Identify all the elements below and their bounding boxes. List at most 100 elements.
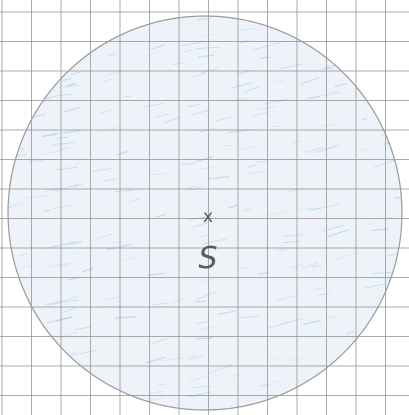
shading-stroke: [8, 202, 22, 209]
shading-stroke: [189, 73, 205, 79]
shading-stroke: [297, 207, 322, 211]
shading-stroke: [318, 292, 331, 296]
shading-stroke: [188, 391, 211, 398]
shading-stroke: [187, 355, 205, 361]
shading-stroke: [46, 302, 59, 305]
shading-stroke: [279, 63, 303, 70]
shading-stroke: [51, 143, 61, 146]
shading-stroke: [106, 243, 132, 251]
shading-stroke: [283, 233, 304, 238]
shading-stroke: [151, 337, 168, 344]
shading-stroke: [198, 54, 214, 58]
shading-stroke: [129, 198, 140, 203]
shading-stroke: [56, 166, 79, 171]
shading-stroke: [197, 18, 208, 21]
shading-stroke: [121, 256, 139, 261]
shading-stroke: [53, 240, 78, 247]
shading-stroke: [144, 397, 166, 402]
shading-stroke: [74, 326, 92, 331]
shading-stroke: [171, 298, 186, 303]
shading-stroke: [184, 49, 193, 53]
shading-stroke: [18, 253, 28, 257]
shading-stroke: [200, 234, 210, 238]
shading-stroke: [147, 272, 165, 276]
shading-stroke: [55, 299, 79, 303]
shading-stroke: [230, 82, 253, 89]
shading-stroke: [164, 116, 181, 124]
shading-stroke: [42, 133, 58, 137]
shading-stroke: [188, 375, 207, 383]
shading-stroke: [303, 320, 320, 325]
shading-stroke: [302, 262, 318, 269]
shading-stroke: [285, 187, 306, 193]
shading-stroke: [113, 316, 137, 319]
shading-stroke: [199, 130, 209, 133]
shading-stroke: [245, 170, 266, 175]
shading-stroke: [346, 330, 355, 335]
shading-stroke: [148, 173, 167, 176]
shading-stroke: [216, 116, 232, 122]
shading-stroke: [196, 46, 220, 49]
shading-stroke: [312, 319, 322, 323]
shading-stroke: [202, 238, 227, 245]
shading-stroke: [276, 292, 283, 295]
shading-stroke: [114, 189, 134, 192]
shading-stroke: [96, 233, 114, 240]
shading-stroke: [103, 78, 113, 82]
shading-stroke: [228, 204, 239, 209]
shading-stroke: [275, 294, 299, 302]
shading-stroke: [372, 271, 393, 275]
shading-stroke: [311, 265, 322, 267]
center-mark: x: [203, 207, 213, 227]
shading-stroke: [266, 41, 282, 47]
shading-stroke: [325, 315, 337, 320]
shading-stroke: [153, 302, 168, 306]
shading-stroke: [289, 357, 307, 361]
shading-stroke: [54, 136, 70, 139]
shading-stroke: [163, 357, 184, 362]
shading-stroke: [373, 159, 397, 168]
shading-stroke: [201, 166, 215, 170]
center-label: S: [198, 241, 217, 276]
shading-stroke: [300, 77, 320, 85]
shading-stroke: [217, 310, 237, 316]
shading-stroke: [151, 44, 165, 50]
shading-stroke: [180, 40, 206, 47]
circle-outline: [7, 15, 403, 411]
shading-stroke: [196, 291, 217, 300]
shading-stroke: [243, 86, 260, 93]
shading-stroke: [104, 178, 117, 182]
shading-stroke: [274, 380, 285, 383]
shading-stroke: [155, 113, 169, 118]
shading-stroke: [290, 264, 302, 269]
shading-stroke: [27, 160, 44, 162]
shading-stroke: [107, 53, 116, 56]
shading-stroke: [62, 129, 82, 134]
shading-stroke: [236, 145, 259, 151]
shading-stroke: [314, 287, 326, 290]
shading-stroke: [360, 117, 368, 121]
shading-stroke: [333, 252, 356, 261]
shading-stroke: [194, 300, 207, 303]
shading-stroke: [124, 95, 131, 98]
shading-stroke: [267, 357, 279, 359]
shading-stroke: [308, 150, 320, 155]
shading-stroke: [195, 337, 214, 340]
shading-stroke: [116, 150, 129, 156]
shading-stroke: [393, 196, 402, 199]
shaded-circle-region: [8, 16, 402, 410]
shading-stroke: [73, 183, 84, 188]
shading-stroke: [180, 162, 198, 166]
shading-stroke: [54, 263, 72, 266]
shading-stroke: [26, 195, 48, 199]
shading-stroke: [190, 109, 212, 116]
shading-stroke: [386, 252, 400, 257]
shading-stroke: [266, 210, 289, 217]
shading-stroke: [318, 203, 341, 209]
shading-stroke: [59, 85, 81, 88]
shading-stroke: [357, 148, 369, 153]
shading-stroke: [366, 222, 378, 226]
shading-stroke: [208, 175, 230, 180]
shading-stroke: [149, 391, 163, 394]
